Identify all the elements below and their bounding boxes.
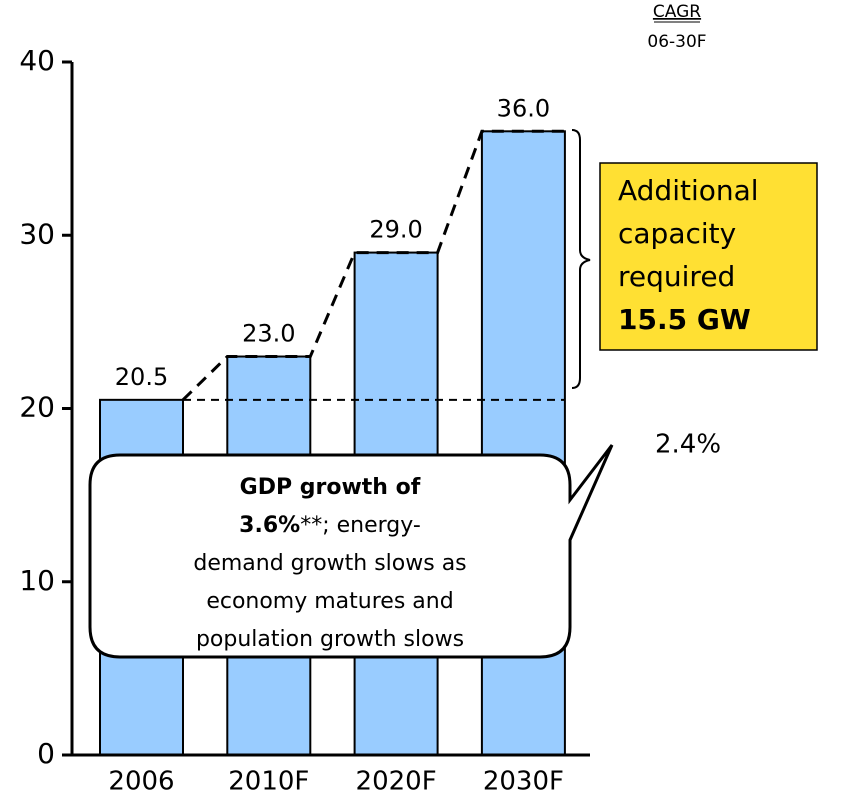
value-label: 29.0 bbox=[369, 216, 422, 244]
trend-dash bbox=[181, 129, 565, 401]
callout-segment: GDP growth of bbox=[240, 475, 421, 500]
cagr-value: 2.4% bbox=[655, 430, 721, 460]
cagr-period: 06-30F bbox=[647, 32, 706, 52]
x-tick-label: 2030F bbox=[483, 767, 564, 797]
box-bold: 15.5 GW bbox=[618, 303, 751, 336]
y-tick-label: 20 bbox=[19, 391, 55, 424]
callout-bubble bbox=[88, 444, 614, 659]
capacity-box bbox=[599, 162, 818, 351]
callout-segment: **; energy- bbox=[300, 513, 421, 538]
callout-line: economy matures and bbox=[206, 589, 453, 614]
callout-line: 3.6%**; energy- bbox=[239, 513, 421, 538]
callout-text: GDP growth of 3.6%**; energy-demand growt… bbox=[193, 475, 466, 652]
value-label: 23.0 bbox=[242, 320, 295, 348]
callout-line: GDP growth of bbox=[240, 475, 421, 500]
cagr-header: CAGR bbox=[653, 2, 701, 22]
value-label: 20.5 bbox=[115, 363, 168, 391]
y-tick-label: 30 bbox=[19, 217, 55, 250]
box-line: Additional bbox=[618, 174, 759, 207]
callout-segment: 3.6% bbox=[239, 513, 300, 538]
brace bbox=[571, 129, 591, 389]
bar bbox=[480, 130, 566, 757]
x-tick-label: 2010F bbox=[228, 767, 309, 797]
x-tick-label: 2020F bbox=[356, 767, 437, 797]
callout-line: demand growth slows as bbox=[193, 551, 466, 576]
y-tick-label: 10 bbox=[19, 564, 55, 597]
callout-segment: economy matures and bbox=[206, 589, 453, 614]
bars bbox=[99, 130, 566, 757]
box-text: Additional capacity required 15.5 GW bbox=[618, 174, 759, 336]
callout-segment: demand growth slows as bbox=[193, 551, 466, 576]
box-line: capacity bbox=[618, 217, 736, 250]
y-tick-label: 40 bbox=[19, 44, 55, 77]
y-tick-label: 0 bbox=[37, 737, 55, 770]
callout-segment: population growth slows bbox=[196, 627, 464, 652]
callout-line: population growth slows bbox=[196, 627, 464, 652]
x-tick-label: 2006 bbox=[108, 767, 174, 797]
value-label: 36.0 bbox=[497, 94, 550, 122]
box-line: required bbox=[618, 260, 735, 293]
